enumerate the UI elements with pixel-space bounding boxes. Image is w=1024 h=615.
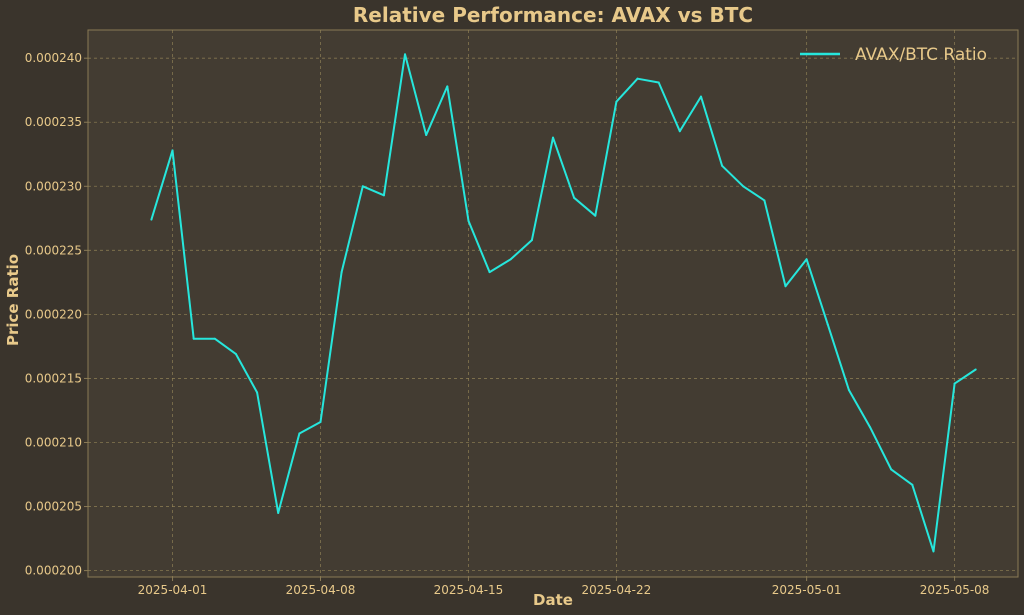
grid-lines xyxy=(88,30,1018,577)
data-point xyxy=(678,130,681,133)
y-tick-label: 0.000240 xyxy=(25,51,82,65)
data-point xyxy=(953,382,956,385)
data-point xyxy=(467,219,470,222)
y-tick-label: 0.000235 xyxy=(25,115,82,129)
data-point xyxy=(446,85,449,88)
data-point xyxy=(298,432,301,435)
x-tick-label: 2025-04-22 xyxy=(582,583,652,597)
series-layer xyxy=(150,53,977,553)
data-point xyxy=(699,95,702,98)
x-tick-label: 2025-05-01 xyxy=(772,583,842,597)
data-point xyxy=(721,164,724,167)
y-axis-ticks: 0.000200 0.000205 0.000210 0.000215 0.000220… xyxy=(25,51,88,578)
y-tick-label: 0.000230 xyxy=(25,179,82,193)
data-point xyxy=(784,285,787,288)
data-point xyxy=(277,511,280,514)
data-point xyxy=(763,199,766,202)
data-point xyxy=(974,368,977,371)
data-point xyxy=(425,134,428,137)
x-tick-label: 2025-04-01 xyxy=(138,583,208,597)
data-point xyxy=(509,258,512,261)
y-tick-label: 0.000215 xyxy=(25,371,82,385)
data-point xyxy=(488,271,491,274)
y-tick-label: 0.000225 xyxy=(25,243,82,257)
data-point xyxy=(636,77,639,80)
y-tick-label: 0.000210 xyxy=(25,435,82,449)
data-point xyxy=(890,468,893,471)
x-axis-ticks: 2025-04-01 2025-04-08 2025-04-15 2025-04-22… xyxy=(138,577,990,597)
x-axis-label: Date xyxy=(533,591,573,609)
x-tick-label: 2025-04-08 xyxy=(286,583,356,597)
data-point xyxy=(382,194,385,197)
data-point xyxy=(847,388,850,391)
series-line-avax-btc-ratio xyxy=(150,53,977,553)
y-tick-label: 0.000220 xyxy=(25,307,82,321)
data-point xyxy=(932,550,935,553)
x-tick-label: 2025-04-15 xyxy=(434,583,504,597)
data-point xyxy=(615,100,618,103)
data-point xyxy=(657,81,660,84)
data-point xyxy=(552,136,554,139)
data-point xyxy=(911,483,914,486)
legend-label-avax-btc-ratio: AVAX/BTC Ratio xyxy=(855,45,987,65)
chart-title: Relative Performance: AVAX vs BTC xyxy=(353,3,753,27)
data-point xyxy=(530,239,533,242)
legend: AVAX/BTC Ratio xyxy=(800,45,987,65)
data-point xyxy=(213,337,216,340)
data-point xyxy=(256,391,259,394)
data-point xyxy=(319,420,322,423)
data-point xyxy=(361,185,364,188)
data-point xyxy=(340,271,343,274)
data-point xyxy=(573,196,576,199)
x-tick-label: 2025-05-08 xyxy=(920,583,990,597)
y-tick-label: 0.000200 xyxy=(25,564,82,578)
data-point xyxy=(742,185,745,188)
data-point xyxy=(171,149,174,152)
data-point xyxy=(404,53,407,56)
data-point xyxy=(805,258,808,261)
data-point xyxy=(150,218,153,221)
plot-area xyxy=(87,29,1019,578)
data-point xyxy=(594,214,597,217)
data-point xyxy=(234,353,237,356)
data-point xyxy=(826,323,829,326)
y-tick-label: 0.000205 xyxy=(25,500,82,514)
data-point xyxy=(192,337,195,340)
data-point xyxy=(869,426,872,429)
y-axis-label: Price Ratio xyxy=(4,254,22,346)
